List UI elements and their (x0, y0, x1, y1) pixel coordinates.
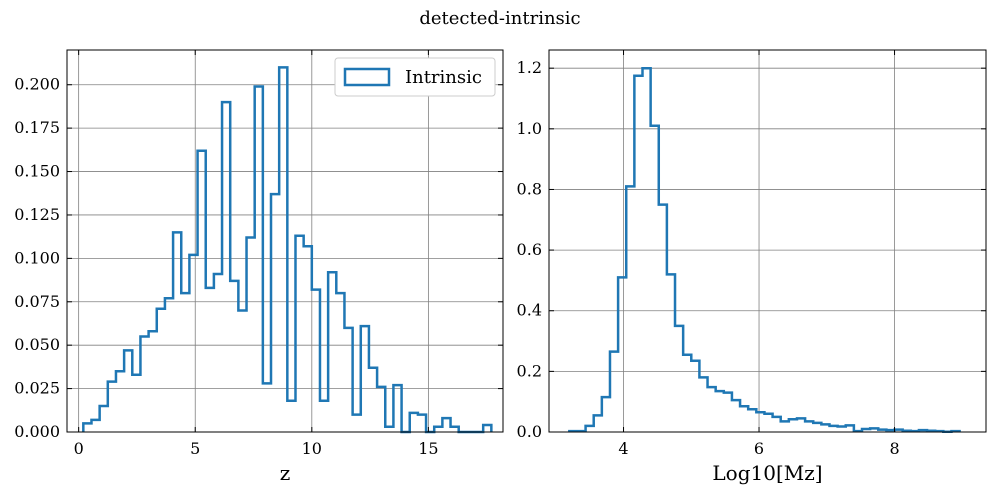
y-tick-label: 0.100 (14, 248, 60, 267)
x-axis-label: z (280, 461, 291, 485)
y-tick-label: 0.125 (14, 205, 60, 224)
legend-label: Intrinsic (405, 67, 482, 88)
y-tick-label: 0.6 (517, 240, 542, 259)
histogram-series-0-0 (82, 66, 493, 434)
y-tick-label: 1.2 (517, 58, 542, 77)
y-tick-label: 0.050 (14, 335, 60, 354)
y-tick-label: 0.0 (517, 422, 542, 441)
y-tick-label: 1.0 (517, 119, 542, 138)
y-tick-label: 0.2 (517, 361, 542, 380)
x-tick-label: 0 (74, 439, 84, 458)
x-axis-label: Log10[Mz] (712, 461, 822, 485)
legend-swatch (343, 67, 391, 87)
x-tick-label: 4 (618, 439, 628, 458)
y-tick-label: 0.8 (517, 179, 542, 198)
x-tick-label: 8 (889, 439, 899, 458)
x-tick-label: 15 (418, 439, 438, 458)
x-tick-label: 6 (754, 439, 764, 458)
axes-frame (66, 49, 504, 433)
figure-title: detected-intrinsic (419, 8, 580, 29)
y-tick-label: 0.075 (14, 292, 60, 311)
x-tick-label: 10 (302, 439, 322, 458)
legend-box (334, 57, 496, 97)
y-tick-label: 0.175 (14, 118, 60, 137)
y-tick-label: 0.4 (517, 301, 542, 320)
axes-frame (548, 49, 987, 433)
y-tick-label: 0.000 (14, 422, 60, 441)
y-tick-label: 0.150 (14, 162, 60, 181)
y-tick-label: 0.200 (14, 75, 60, 94)
y-tick-label: 0.025 (14, 379, 60, 398)
x-tick-label: 5 (190, 439, 200, 458)
